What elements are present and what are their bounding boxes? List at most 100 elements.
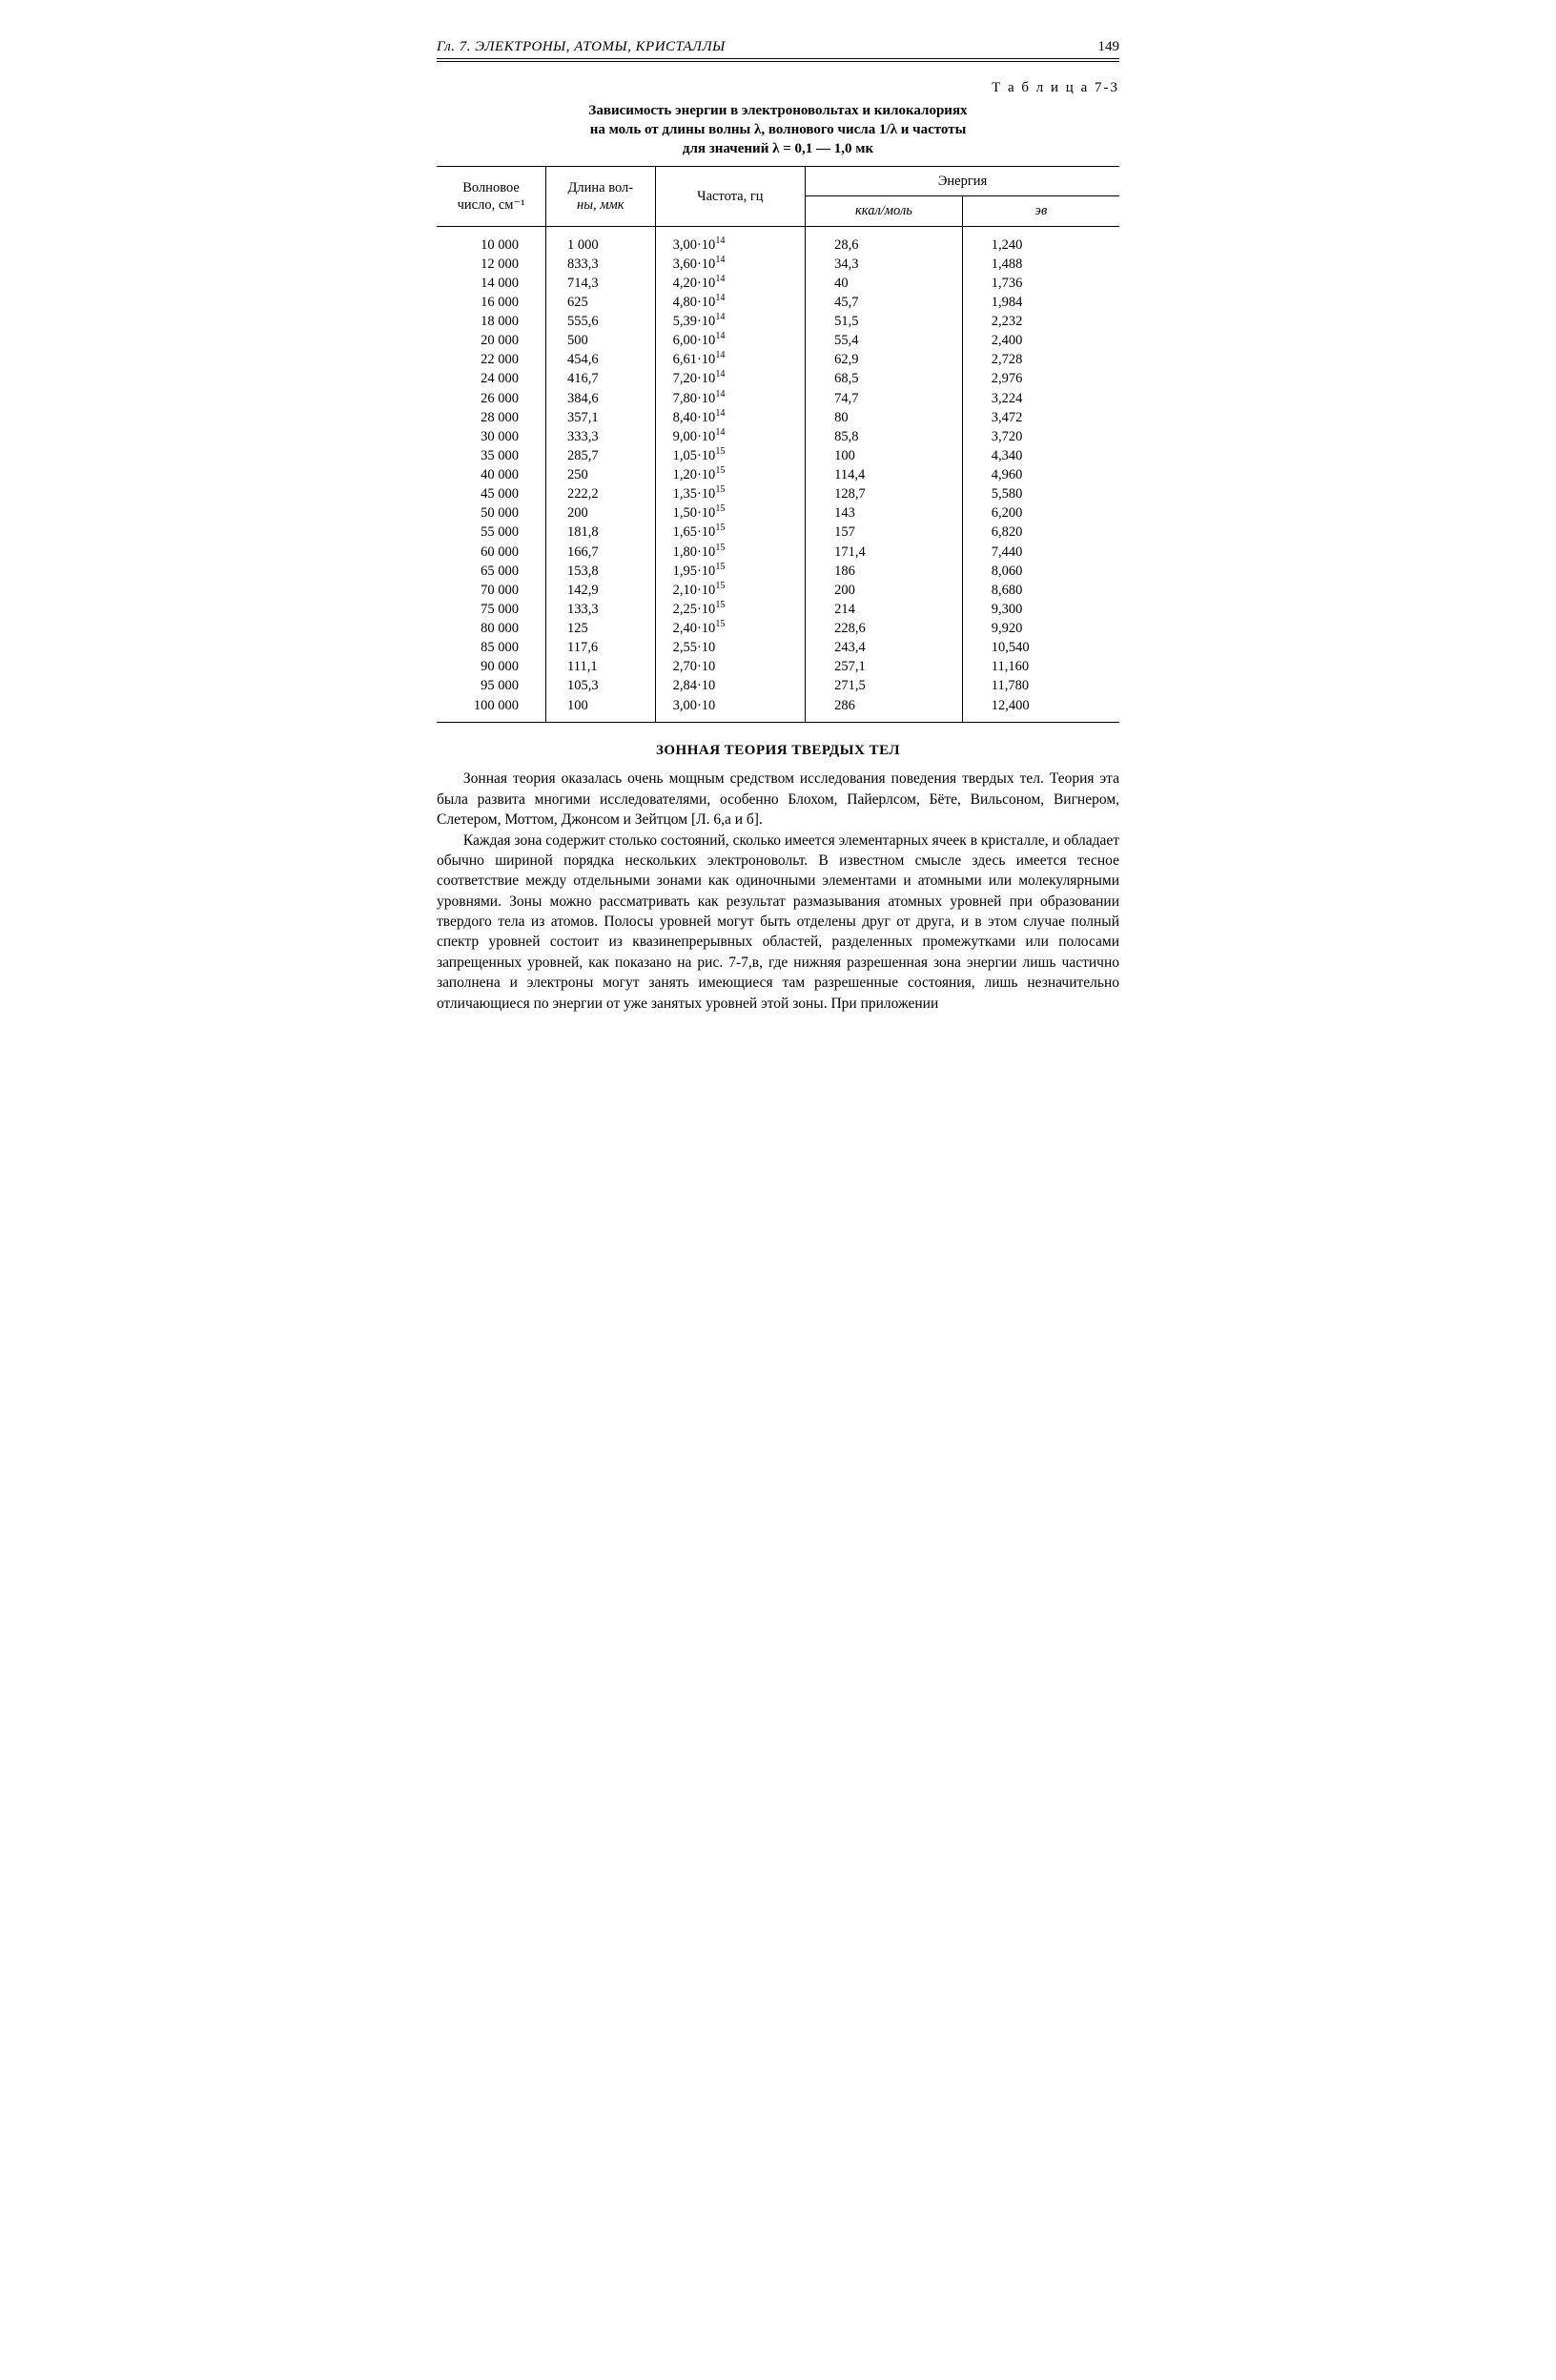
cell-wavelength: 153,8 [546,562,656,581]
cell-kcal: 85,8 [806,427,963,446]
cell-wavenumber: 50 000 [437,503,546,523]
cell-kcal: 40 [806,274,963,293]
cell-frequency: 2,40·1015 [655,619,806,638]
cell-wavenumber: 65 000 [437,562,546,581]
cell-kcal: 200 [806,581,963,600]
cell-wavenumber: 100 000 [437,696,546,723]
col-head-frequency: Частота, гц [655,167,806,226]
cell-ev: 2,976 [962,369,1119,388]
cell-kcal: 34,3 [806,255,963,274]
cell-wavelength: 416,7 [546,369,656,388]
cell-ev: 9,920 [962,619,1119,638]
table-row: 80 0001252,40·1015228,69,920 [437,619,1119,638]
table-row: 20 0005006,00·101455,42,400 [437,331,1119,350]
cell-wavelength: 105,3 [546,676,656,695]
cell-ev: 2,232 [962,312,1119,331]
section-heading: ЗОННАЯ ТЕОРИЯ ТВЕРДЫХ ТЕЛ [437,742,1119,760]
table-row: 14 000714,34,20·1014401,736 [437,274,1119,293]
table-row: 30 000333,39,00·101485,83,720 [437,427,1119,446]
caption-line-2: на моль от длины волны λ, волнового числ… [590,122,967,137]
cell-ev: 7,440 [962,543,1119,562]
cell-frequency: 7,20·1014 [655,369,806,388]
table-row: 65 000153,81,95·10151868,060 [437,562,1119,581]
cell-wavelength: 555,6 [546,312,656,331]
cell-frequency: 3,00·10 [655,696,806,723]
cell-kcal: 214 [806,600,963,619]
cell-kcal: 143 [806,503,963,523]
cell-frequency: 2,70·10 [655,657,806,676]
cell-wavenumber: 80 000 [437,619,546,638]
cell-wavenumber: 60 000 [437,543,546,562]
cell-ev: 2,728 [962,350,1119,369]
cell-ev: 1,984 [962,293,1119,312]
cell-frequency: 5,39·1014 [655,312,806,331]
col-head-wavelength: Длина вол- ны, ммк [546,167,656,226]
cell-wavelength: 285,7 [546,446,656,465]
data-table: Волновое число, см⁻¹ Длина вол- ны, ммк … [437,166,1119,722]
cell-wavenumber: 35 000 [437,446,546,465]
cell-frequency: 8,40·1014 [655,408,806,427]
cell-wavenumber: 90 000 [437,657,546,676]
table-row: 55 000181,81,65·10151576,820 [437,523,1119,542]
table-row: 90 000111,12,70·10257,111,160 [437,657,1119,676]
cell-wavelength: 111,1 [546,657,656,676]
cell-kcal: 257,1 [806,657,963,676]
cell-ev: 3,224 [962,389,1119,408]
table-row: 10 0001 0003,00·101428,61,240 [437,226,1119,255]
table-row: 70 000142,92,10·10152008,680 [437,581,1119,600]
cell-wavelength: 100 [546,696,656,723]
cell-kcal: 271,5 [806,676,963,695]
cell-kcal: 74,7 [806,389,963,408]
cell-kcal: 62,9 [806,350,963,369]
cell-kcal: 45,7 [806,293,963,312]
cell-wavenumber: 45 000 [437,484,546,503]
table-row: 26 000384,67,80·101474,73,224 [437,389,1119,408]
cell-ev: 6,820 [962,523,1119,542]
cell-wavenumber: 28 000 [437,408,546,427]
cell-wavenumber: 12 000 [437,255,546,274]
cell-wavelength: 181,8 [546,523,656,542]
cell-kcal: 286 [806,696,963,723]
cell-kcal: 228,6 [806,619,963,638]
cell-frequency: 1,35·1015 [655,484,806,503]
cell-wavenumber: 26 000 [437,389,546,408]
cell-wavenumber: 95 000 [437,676,546,695]
cell-frequency: 9,00·1014 [655,427,806,446]
col-head-ev: эв [962,196,1119,226]
cell-ev: 10,540 [962,638,1119,657]
paragraph-1: Зонная теория оказалась очень мощным сре… [437,769,1119,830]
cell-kcal: 128,7 [806,484,963,503]
cell-wavelength: 500 [546,331,656,350]
running-header: Гл. 7. ЭЛЕКТРОНЫ, АТОМЫ, КРИСТАЛЛЫ 149 [437,38,1119,59]
cell-wavelength: 454,6 [546,350,656,369]
cell-ev: 11,160 [962,657,1119,676]
cell-ev: 3,472 [962,408,1119,427]
table-row: 75 000133,32,25·10152149,300 [437,600,1119,619]
table-row: 40 0002501,20·1015114,44,960 [437,465,1119,484]
col-head-energy: Энергия [806,167,1119,196]
cell-ev: 5,580 [962,484,1119,503]
cell-wavenumber: 20 000 [437,331,546,350]
table-row: 28 000357,18,40·1014803,472 [437,408,1119,427]
table-row: 100 0001003,00·1028612,400 [437,696,1119,723]
cell-wavenumber: 85 000 [437,638,546,657]
cell-wavelength: 222,2 [546,484,656,503]
cell-kcal: 55,4 [806,331,963,350]
cell-ev: 1,736 [962,274,1119,293]
cell-wavelength: 384,6 [546,389,656,408]
cell-frequency: 3,00·1014 [655,226,806,255]
cell-wavelength: 117,6 [546,638,656,657]
cell-wavenumber: 10 000 [437,226,546,255]
table-row: 95 000105,32,84·10271,511,780 [437,676,1119,695]
cell-kcal: 28,6 [806,226,963,255]
cell-frequency: 2,25·1015 [655,600,806,619]
table-label: Т а б л и ц а 7-3 [437,79,1119,97]
table-row: 16 0006254,80·101445,71,984 [437,293,1119,312]
cell-wavenumber: 14 000 [437,274,546,293]
cell-kcal: 100 [806,446,963,465]
cell-ev: 6,200 [962,503,1119,523]
table-row: 24 000416,77,20·101468,52,976 [437,369,1119,388]
cell-frequency: 7,80·1014 [655,389,806,408]
cell-ev: 1,240 [962,226,1119,255]
page-number: 149 [1098,38,1120,56]
